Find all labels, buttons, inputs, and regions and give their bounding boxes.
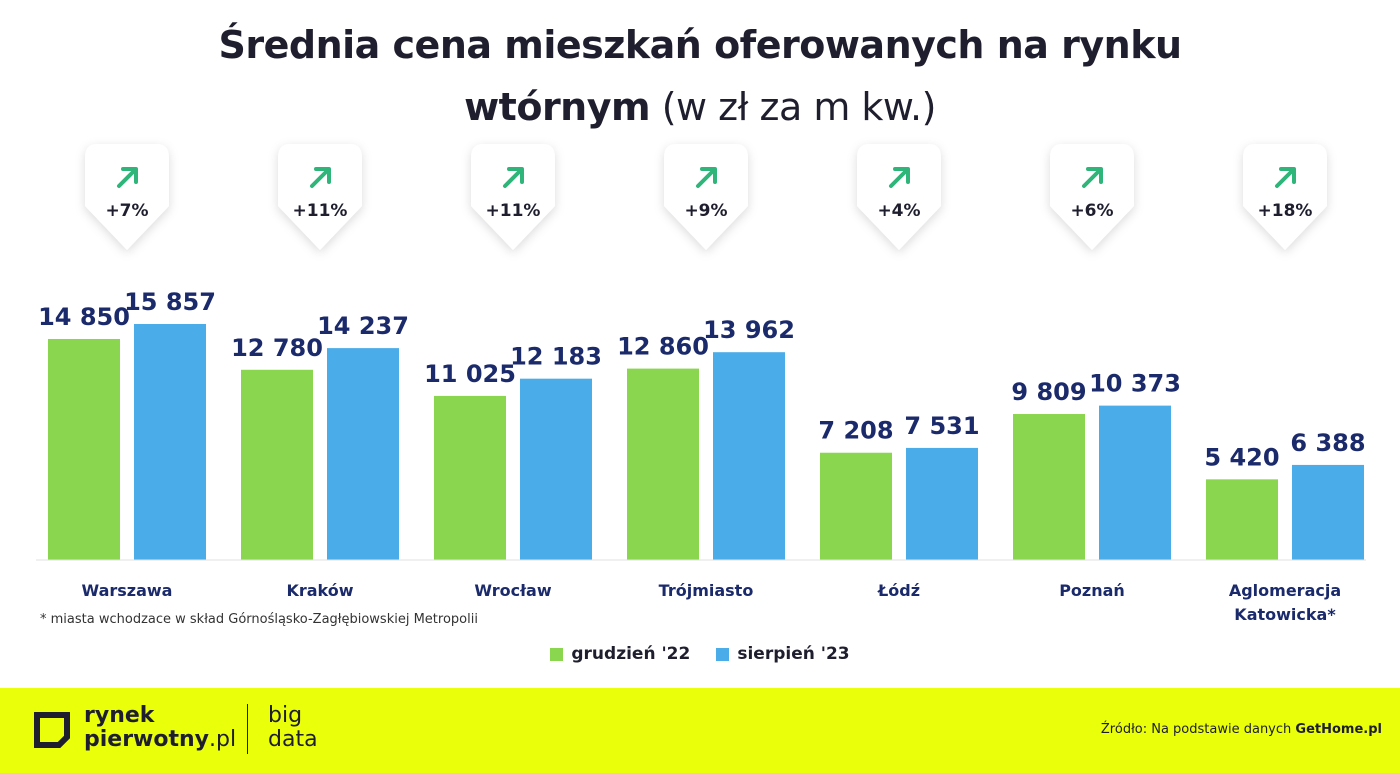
value-label-dec22-6: 5 420	[1204, 443, 1279, 471]
bigdata-logo: big data	[268, 704, 318, 752]
chart-title-line2: wtórnym (w zł za m kw.)	[0, 78, 1400, 136]
bar-dec22-2	[434, 395, 506, 560]
change-label-2: +11%	[486, 201, 541, 221]
trend-up-arrow-icon-4	[889, 167, 910, 188]
value-label-aug23-1: 14 237	[317, 312, 409, 340]
trend-up-arrow-icon-5	[1082, 167, 1103, 188]
legend: grudzień '22 sierpień '23	[0, 644, 1400, 664]
value-label-aug23-4: 7 531	[904, 412, 979, 440]
chart-title-bold: wtórnym	[464, 85, 651, 129]
change-label-6: +18%	[1258, 201, 1313, 221]
trend-up-arrow-icon-3	[696, 167, 717, 188]
value-label-aug23-6: 6 388	[1290, 429, 1365, 457]
value-label-dec22-4: 7 208	[818, 417, 893, 445]
source-name: GetHome.pl	[1295, 722, 1382, 737]
change-label-5: +6%	[1070, 201, 1113, 221]
bar-dec22-1	[241, 369, 313, 560]
value-label-aug23-2: 12 183	[510, 343, 602, 371]
legend-item-aug23: sierpień '23	[716, 644, 850, 664]
value-label-dec22-0: 14 850	[38, 303, 130, 331]
legend-label-aug23: sierpień '23	[737, 644, 850, 664]
value-label-dec22-1: 12 780	[231, 334, 323, 362]
value-label-aug23-3: 13 962	[703, 316, 795, 344]
legend-swatch-aug23	[716, 647, 730, 661]
bar-dec22-6	[1206, 479, 1278, 560]
value-label-aug23-0: 15 857	[124, 288, 216, 316]
value-label-dec22-2: 11 025	[424, 360, 516, 388]
bar-dec22-4	[820, 452, 892, 560]
category-label-6-0: Aglomeracja	[1229, 581, 1341, 600]
category-label-6-1: Katowicka*	[1234, 605, 1336, 624]
bigdata-line1: big	[268, 703, 303, 728]
change-pin-6	[1243, 144, 1327, 250]
change-pin-4	[857, 144, 941, 250]
bar-aug23-6	[1292, 464, 1364, 560]
bar-aug23-1	[327, 348, 399, 560]
legend-label-dec22: grudzień '22	[571, 644, 691, 664]
change-pin-2	[471, 144, 555, 250]
value-label-dec22-3: 12 860	[617, 333, 709, 361]
bar-aug23-3	[713, 352, 785, 560]
change-label-4: +4%	[877, 201, 920, 221]
change-label-1: +11%	[293, 201, 348, 221]
change-pin-0	[85, 144, 169, 250]
bar-aug23-0	[134, 324, 206, 560]
bar-dec22-0	[48, 338, 120, 560]
source-note: Źródło: Na podstawie danych GetHome.pl	[1101, 722, 1382, 737]
logo-divider	[247, 704, 248, 754]
bar-dec22-5	[1013, 414, 1085, 560]
category-label-5: Poznań	[1059, 581, 1125, 600]
bar-aug23-2	[520, 378, 592, 560]
brand-line2-light: .pl	[209, 727, 237, 752]
change-pin-3	[664, 144, 748, 250]
brand-logo: rynek pierwotny.pl	[84, 704, 236, 752]
rynekpierwotny-logo-icon	[34, 712, 70, 748]
category-label-4: Łódź	[877, 581, 920, 600]
value-label-dec22-5: 9 809	[1011, 378, 1086, 406]
brand-line2-bold: pierwotny	[84, 727, 210, 752]
value-label-aug23-5: 10 373	[1089, 370, 1181, 398]
change-label-3: +9%	[684, 201, 727, 221]
category-label-3: Trójmiasto	[659, 581, 754, 600]
change-pin-1	[278, 144, 362, 250]
bar-dec22-3	[627, 368, 699, 560]
chart-title-unit: (w zł za m kw.)	[661, 85, 937, 129]
source-prefix: Źródło: Na podstawie danych	[1100, 722, 1292, 737]
chart-title-line1: Średnia cena mieszkań oferowanych na ryn…	[218, 23, 1182, 67]
footnote: * miasta wchodzace w skład Górnośląsko-Z…	[40, 612, 478, 627]
brand-line1: rynek	[84, 703, 155, 728]
trend-up-arrow-icon-1	[310, 167, 331, 188]
trend-up-arrow-icon-0	[117, 167, 138, 188]
category-label-0: Warszawa	[82, 581, 173, 600]
bar-aug23-5	[1099, 405, 1171, 560]
legend-swatch-dec22	[550, 647, 564, 661]
bigdata-line2: data	[268, 727, 318, 752]
category-label-1: Kraków	[286, 581, 353, 600]
trend-up-arrow-icon-6	[1275, 167, 1296, 188]
trend-up-arrow-icon-2	[503, 167, 524, 188]
category-label-2: Wrocław	[474, 581, 551, 600]
change-label-0: +7%	[105, 201, 148, 221]
legend-item-dec22: grudzień '22	[550, 644, 690, 664]
bar-aug23-4	[906, 447, 978, 560]
change-pin-5	[1050, 144, 1134, 250]
brand-line2: pierwotny.pl	[84, 728, 236, 752]
footer-bar: rynek pierwotny.pl big data Źródło: Na p…	[0, 688, 1400, 773]
